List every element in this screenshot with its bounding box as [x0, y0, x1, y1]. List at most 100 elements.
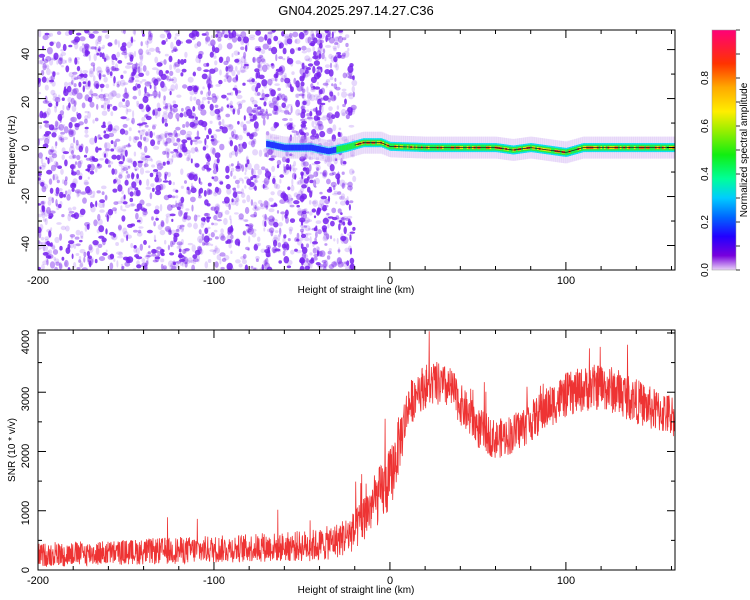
- noise-speckle: [244, 164, 248, 173]
- noise-speckle: [283, 33, 290, 40]
- noise-speckle: [195, 116, 198, 121]
- noise-speckle: [288, 226, 294, 232]
- noise-speckle: [238, 177, 243, 182]
- noise-speckle: [293, 133, 297, 137]
- noise-speckle: [52, 56, 57, 61]
- spectrogram-frame: [37, 29, 676, 271]
- noise-speckle: [263, 200, 269, 208]
- noise-speckle: [207, 83, 212, 89]
- noise-speckle: [344, 98, 347, 105]
- noise-speckle: [206, 156, 211, 159]
- noise-speckle: [207, 75, 213, 82]
- noise-speckle: [144, 254, 150, 259]
- noise-speckle: [48, 76, 53, 84]
- noise-speckle: [82, 81, 87, 85]
- noise-speckle: [157, 250, 161, 257]
- noise-speckle: [141, 157, 147, 161]
- noise-speckle: [316, 81, 319, 85]
- noise-speckle: [97, 48, 101, 52]
- noise-speckle: [226, 75, 232, 83]
- noise-speckle: [309, 190, 313, 198]
- noise-speckle: [206, 188, 211, 196]
- noise-speckle: [226, 97, 229, 101]
- noise-speckle: [113, 144, 117, 150]
- noise-speckle: [180, 185, 184, 189]
- noise-speckle: [179, 210, 184, 216]
- noise-speckle: [145, 131, 149, 137]
- noise-speckle: [178, 202, 183, 207]
- noise-speckle: [322, 173, 327, 179]
- noise-speckle: [248, 34, 256, 38]
- noise-speckle: [341, 88, 347, 92]
- noise-speckle: [155, 217, 159, 221]
- noise-speckle: [84, 115, 89, 120]
- noise-speckle: [327, 37, 330, 41]
- noise-speckle: [307, 36, 312, 44]
- noise-speckle: [245, 224, 249, 227]
- noise-speckle: [291, 178, 294, 186]
- noise-speckle: [242, 82, 246, 86]
- noise-speckle: [335, 86, 341, 91]
- noise-speckle: [218, 79, 223, 85]
- x-tick-label: -200: [27, 275, 49, 287]
- noise-speckle: [284, 108, 289, 114]
- noise-speckle: [48, 155, 52, 164]
- noise-speckle: [163, 106, 168, 110]
- noise-speckle: [228, 243, 232, 249]
- noise-speckle: [197, 245, 202, 251]
- noise-speckle: [268, 208, 275, 213]
- noise-speckle: [46, 240, 51, 246]
- noise-speckle: [253, 267, 257, 270]
- band-cell: [304, 144, 307, 151]
- noise-speckle: [342, 37, 347, 41]
- noise-speckle: [207, 128, 212, 135]
- noise-speckle: [255, 178, 258, 183]
- noise-speckle: [176, 241, 183, 246]
- noise-speckle: [221, 118, 225, 126]
- noise-speckle: [181, 139, 188, 144]
- noise-speckle: [206, 161, 210, 166]
- noise-speckle: [245, 163, 248, 168]
- noise-speckle: [339, 200, 347, 206]
- noise-speckle: [104, 55, 111, 61]
- noise-speckle: [257, 169, 263, 175]
- noise-speckle: [318, 265, 324, 270]
- noise-speckle: [191, 124, 197, 129]
- noise-speckle: [197, 140, 203, 144]
- noise-speckle: [166, 30, 169, 36]
- noise-speckle: [101, 237, 107, 243]
- noise-speckle: [64, 31, 70, 37]
- noise-speckle: [192, 258, 197, 265]
- noise-speckle: [132, 30, 136, 35]
- noise-speckle: [99, 52, 103, 58]
- noise-speckle: [109, 262, 114, 270]
- noise-speckle: [245, 44, 248, 52]
- noise-speckle: [54, 120, 59, 128]
- noise-speckle: [108, 132, 115, 138]
- noise-speckle: [169, 213, 176, 217]
- noise-speckle: [318, 34, 323, 39]
- noise-speckle: [60, 168, 64, 175]
- noise-speckle: [350, 107, 353, 114]
- noise-speckle: [176, 138, 181, 142]
- noise-speckle: [313, 60, 320, 66]
- noise-speckle: [300, 219, 304, 226]
- noise-speckle: [261, 114, 266, 119]
- noise-speckle: [125, 117, 130, 121]
- noise-speckle: [55, 199, 58, 207]
- snr-panel: -200 -100 0 100 Height of straight line …: [7, 329, 676, 596]
- noise-speckle: [289, 228, 293, 235]
- noise-speckle: [299, 129, 303, 134]
- noise-speckle: [50, 155, 54, 162]
- noise-speckle: [270, 77, 277, 82]
- noise-speckle: [72, 99, 78, 106]
- noise-speckle: [315, 133, 319, 140]
- noise-speckle: [200, 217, 207, 222]
- noise-speckle: [138, 129, 145, 136]
- noise-speckle: [196, 254, 201, 263]
- band-cell: [308, 144, 311, 151]
- noise-speckle: [159, 229, 166, 236]
- noise-speckle: [195, 149, 199, 153]
- noise-speckle: [328, 106, 333, 111]
